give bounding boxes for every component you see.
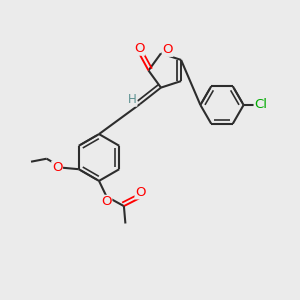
Text: O: O — [162, 43, 173, 56]
Text: H: H — [128, 93, 137, 106]
Text: Cl: Cl — [254, 98, 267, 112]
Text: O: O — [101, 195, 112, 208]
Text: O: O — [134, 42, 145, 55]
Text: O: O — [52, 161, 62, 174]
Text: O: O — [135, 186, 146, 199]
